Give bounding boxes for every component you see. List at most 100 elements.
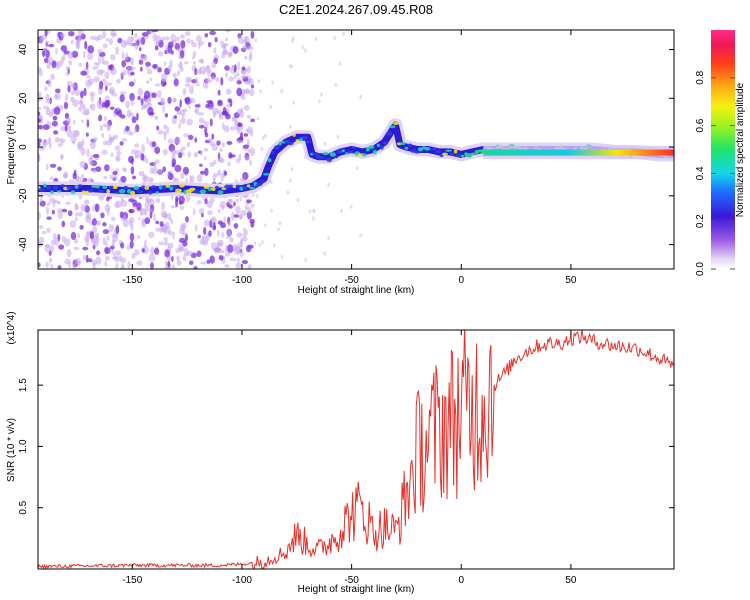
noise-dot (291, 38, 294, 43)
noise-dot (102, 30, 106, 39)
noise-dot (219, 148, 223, 152)
noise-dot (228, 204, 233, 209)
noise-dot (67, 51, 74, 60)
noise-dot (106, 235, 110, 242)
ridge-blob (322, 152, 330, 156)
ridge-blob (312, 153, 319, 156)
noise-dot (191, 42, 197, 48)
y-tick-label: -40 (18, 237, 29, 252)
noise-dot (241, 96, 246, 100)
noise-dot (53, 106, 61, 115)
noise-dot (176, 111, 182, 116)
noise-dot (129, 232, 135, 242)
noise-dot (108, 224, 114, 233)
noise-dot (165, 225, 171, 234)
ridge-blob (368, 145, 375, 149)
noise-dot (87, 78, 95, 85)
ridge-blob (102, 185, 108, 190)
noise-dot (46, 202, 51, 207)
noise-dot (235, 198, 239, 203)
ridge-blob (172, 185, 178, 190)
noise-dot (104, 115, 107, 121)
noise-dot (250, 30, 255, 39)
noise-dot (184, 31, 191, 37)
x-tick-label: 0 (458, 275, 464, 286)
noise-dot (336, 134, 340, 139)
snr-panel: -150 -100 -50 0 50 0.5 1.0 1.5 Height of straig… (6, 311, 675, 595)
noise-dot (163, 132, 167, 141)
noise-dot (230, 126, 235, 131)
noise-dot (179, 205, 184, 211)
y-tick-label: 1.0 (18, 439, 29, 453)
noise-dot (200, 261, 207, 265)
noise-dot (128, 81, 135, 87)
ridge-blob (382, 141, 389, 145)
noise-dot (65, 72, 70, 76)
ridge-blob (106, 189, 111, 194)
noise-dot (141, 248, 145, 253)
ridge-blob (362, 153, 367, 157)
ridge-blob (301, 135, 308, 140)
noise-dot (195, 107, 200, 115)
noise-dot (85, 132, 89, 137)
noise-dot (151, 92, 157, 98)
noise-dot (112, 170, 118, 176)
noise-dot (51, 209, 55, 215)
noise-dot (114, 202, 119, 209)
ridge-blob (255, 183, 263, 187)
noise-dot (72, 99, 79, 108)
noise-dot (178, 152, 183, 159)
ridge-blob (113, 185, 118, 189)
noise-dot (250, 221, 255, 228)
noise-dot (54, 94, 58, 99)
noise-dot (129, 240, 134, 249)
noise-dot (198, 43, 201, 49)
noise-dot (125, 52, 128, 60)
noise-dot (162, 105, 166, 114)
noise-dot (106, 99, 111, 107)
noise-dot (59, 33, 66, 37)
noise-dot (205, 121, 209, 128)
noise-dot (243, 133, 249, 137)
ridge-blob (372, 149, 377, 155)
ridge-blob (130, 190, 136, 196)
noise-dot (45, 163, 49, 171)
noise-dot (203, 120, 207, 126)
ridge-blob (199, 189, 207, 194)
noise-dot (178, 244, 185, 251)
noise-dot (105, 241, 108, 247)
ridge-blob (389, 125, 396, 129)
noise-dot (199, 150, 203, 156)
noise-dot (51, 60, 57, 69)
noise-dot (161, 36, 166, 41)
noise-dot (56, 60, 63, 68)
noise-dot (115, 154, 121, 162)
noise-dot (271, 80, 275, 85)
noise-dot (167, 260, 171, 268)
noise-dot (129, 92, 135, 102)
noise-dot (227, 221, 231, 227)
noise-dot (148, 253, 156, 263)
noise-dot (115, 225, 120, 234)
noise-dot (55, 88, 61, 94)
noise-dot (109, 174, 114, 180)
noise-dot (355, 166, 359, 171)
noise-dot (245, 229, 248, 236)
snr-ticks: -150 -100 -50 0 50 0.5 1.0 1.5 (18, 330, 674, 586)
noise-dot (318, 99, 321, 104)
noise-dot (68, 31, 75, 37)
noise-dot (194, 137, 198, 143)
ridge-blob (144, 185, 150, 190)
ridge-blob (417, 147, 424, 152)
noise-dot (39, 225, 44, 229)
noise-dot (312, 209, 316, 213)
spectrogram-xlabel: Height of straight line (km) (298, 285, 415, 296)
noise-dot (211, 143, 218, 151)
ridge-blob (329, 152, 336, 157)
noise-dot (155, 35, 161, 44)
noise-dot (203, 219, 210, 227)
noise-dot (231, 65, 236, 69)
noise-dot (90, 161, 94, 166)
noise-dot (236, 72, 240, 77)
ridge-blob (429, 148, 433, 151)
